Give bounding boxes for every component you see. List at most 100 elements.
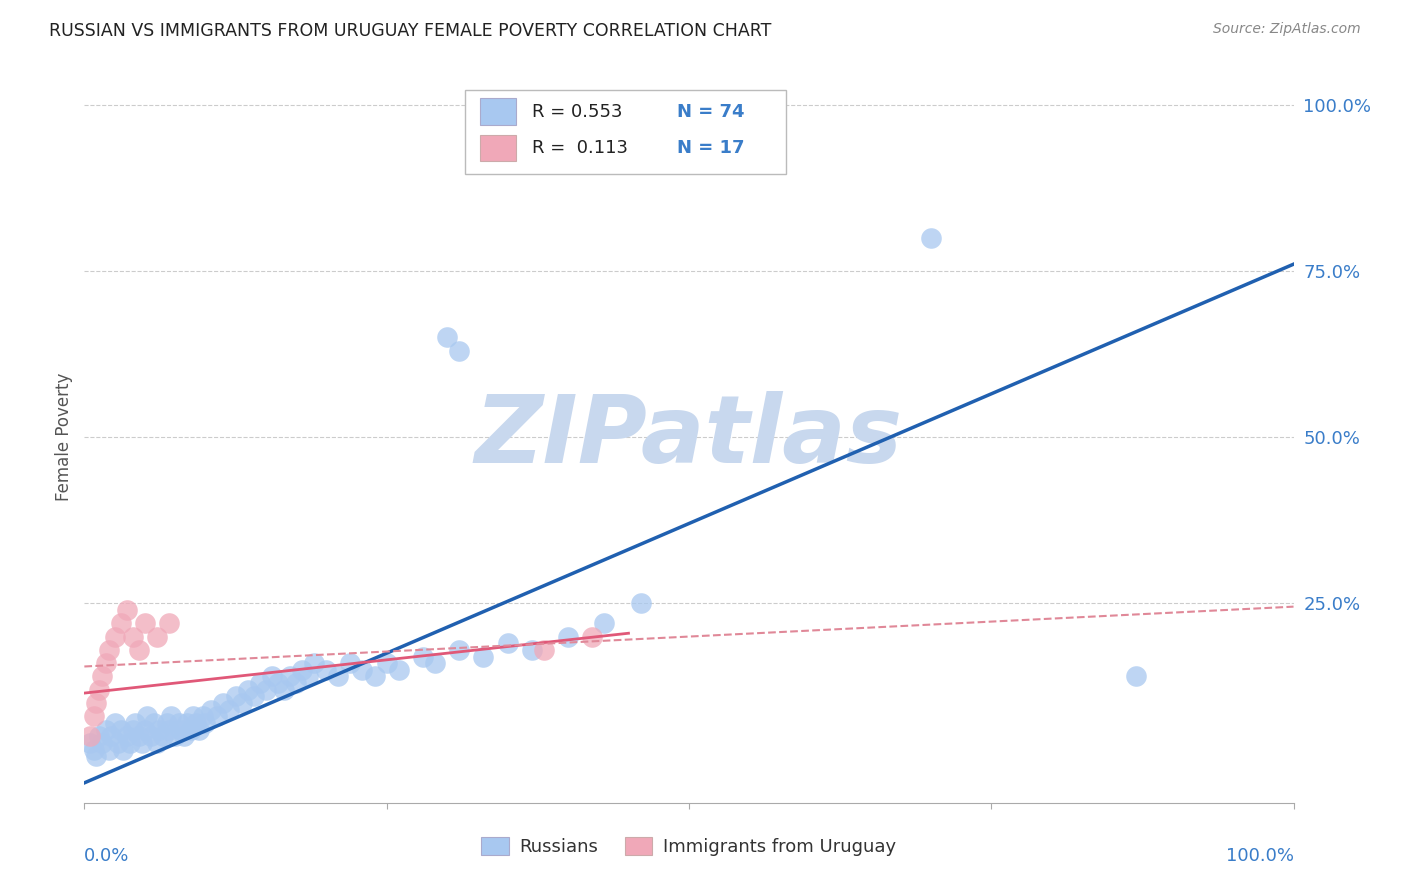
FancyBboxPatch shape bbox=[465, 90, 786, 174]
Point bbox=[436, 330, 458, 344]
Point bbox=[120, 736, 142, 750]
Point bbox=[115, 603, 138, 617]
Point bbox=[94, 656, 117, 670]
Point bbox=[91, 736, 114, 750]
Point bbox=[254, 682, 277, 697]
Y-axis label: Female Poverty: Female Poverty bbox=[55, 373, 73, 501]
Point bbox=[207, 709, 229, 723]
Point bbox=[225, 690, 247, 704]
Point bbox=[165, 729, 187, 743]
Point bbox=[180, 723, 202, 737]
Point bbox=[191, 709, 214, 723]
Point bbox=[242, 690, 264, 704]
Point bbox=[176, 716, 198, 731]
Point bbox=[412, 649, 434, 664]
FancyBboxPatch shape bbox=[479, 135, 516, 161]
Point bbox=[581, 630, 603, 644]
Point bbox=[160, 709, 183, 723]
Text: 0.0%: 0.0% bbox=[84, 847, 129, 864]
Point bbox=[297, 669, 319, 683]
Point bbox=[79, 729, 101, 743]
Point bbox=[339, 656, 361, 670]
Text: 100.0%: 100.0% bbox=[1226, 847, 1294, 864]
Text: N = 17: N = 17 bbox=[676, 139, 744, 157]
Point bbox=[533, 643, 555, 657]
Point bbox=[146, 736, 169, 750]
Point bbox=[363, 669, 385, 683]
Point bbox=[920, 230, 942, 244]
Point bbox=[131, 736, 153, 750]
Point bbox=[557, 630, 579, 644]
Point bbox=[104, 630, 127, 644]
Point bbox=[124, 716, 146, 731]
Point bbox=[100, 729, 122, 743]
Point bbox=[449, 343, 471, 358]
Point bbox=[128, 643, 150, 657]
Text: ZIPatlas: ZIPatlas bbox=[475, 391, 903, 483]
Point bbox=[139, 729, 162, 743]
Point bbox=[97, 742, 120, 756]
Point bbox=[97, 643, 120, 657]
Point bbox=[188, 723, 211, 737]
Point bbox=[94, 723, 117, 737]
Point bbox=[134, 723, 156, 737]
Point bbox=[375, 656, 398, 670]
Point bbox=[278, 669, 301, 683]
Point bbox=[630, 596, 652, 610]
Point bbox=[328, 669, 350, 683]
Point bbox=[128, 729, 150, 743]
Point bbox=[267, 676, 290, 690]
Point bbox=[184, 716, 207, 731]
Point bbox=[157, 616, 180, 631]
Point bbox=[136, 709, 159, 723]
Point bbox=[110, 616, 132, 631]
Text: R = 0.553: R = 0.553 bbox=[531, 103, 623, 120]
Text: R =  0.113: R = 0.113 bbox=[531, 139, 627, 157]
Point bbox=[302, 656, 325, 670]
Point bbox=[236, 682, 259, 697]
Text: Source: ZipAtlas.com: Source: ZipAtlas.com bbox=[1213, 22, 1361, 37]
Point bbox=[212, 696, 235, 710]
Point bbox=[352, 663, 374, 677]
Point bbox=[121, 630, 143, 644]
Point bbox=[87, 729, 110, 743]
Point bbox=[423, 656, 446, 670]
Point bbox=[472, 649, 495, 664]
Point bbox=[200, 703, 222, 717]
Point bbox=[146, 630, 169, 644]
Point bbox=[86, 696, 108, 710]
Point bbox=[449, 643, 471, 657]
Point bbox=[112, 742, 135, 756]
Point bbox=[121, 723, 143, 737]
Text: RUSSIAN VS IMMIGRANTS FROM URUGUAY FEMALE POVERTY CORRELATION CHART: RUSSIAN VS IMMIGRANTS FROM URUGUAY FEMAL… bbox=[49, 22, 772, 40]
Point bbox=[173, 729, 195, 743]
Point bbox=[87, 682, 110, 697]
Point bbox=[1125, 669, 1147, 683]
Point bbox=[520, 643, 543, 657]
Point bbox=[83, 742, 105, 756]
Point bbox=[273, 682, 295, 697]
FancyBboxPatch shape bbox=[479, 98, 516, 125]
Point bbox=[86, 749, 108, 764]
Point bbox=[315, 663, 337, 677]
Point bbox=[155, 716, 177, 731]
Point bbox=[134, 616, 156, 631]
Point bbox=[388, 663, 411, 677]
Point bbox=[496, 636, 519, 650]
Point bbox=[143, 716, 166, 731]
Point bbox=[167, 716, 190, 731]
Point bbox=[157, 723, 180, 737]
Point bbox=[104, 716, 127, 731]
Point bbox=[110, 723, 132, 737]
Point bbox=[291, 663, 314, 677]
Point bbox=[249, 676, 271, 690]
Point bbox=[148, 723, 170, 737]
Point bbox=[91, 669, 114, 683]
Point bbox=[593, 616, 616, 631]
Point bbox=[218, 703, 240, 717]
Point bbox=[181, 709, 204, 723]
Point bbox=[284, 676, 308, 690]
Point bbox=[260, 669, 283, 683]
Point bbox=[107, 736, 129, 750]
Point bbox=[79, 736, 101, 750]
